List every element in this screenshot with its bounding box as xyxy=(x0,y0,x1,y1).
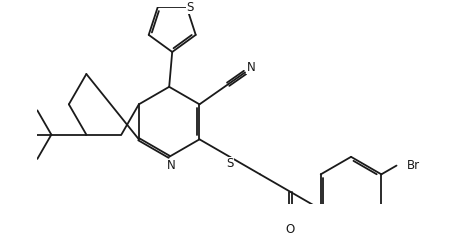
Text: S: S xyxy=(226,157,233,170)
Text: Br: Br xyxy=(407,159,420,172)
Text: N: N xyxy=(247,61,255,74)
Text: O: O xyxy=(286,223,295,234)
Text: N: N xyxy=(167,159,176,172)
Text: S: S xyxy=(186,1,194,14)
